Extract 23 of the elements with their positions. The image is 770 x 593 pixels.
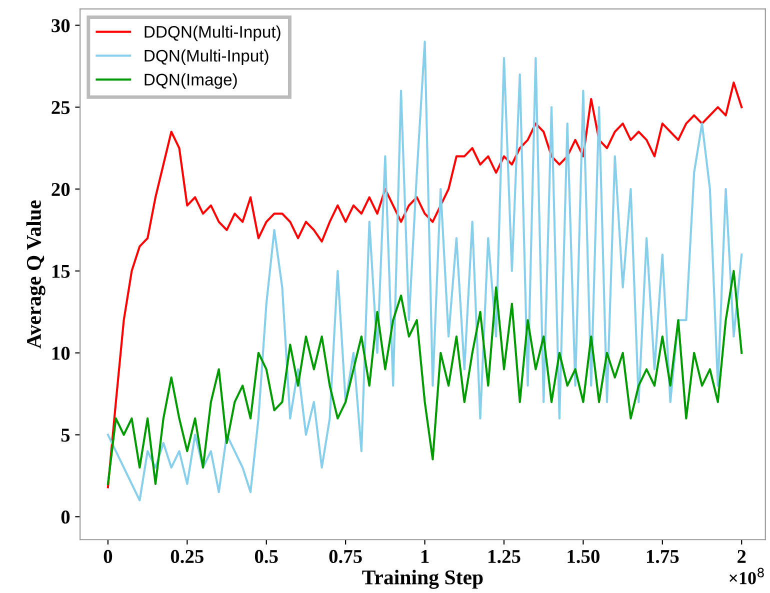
y-tick-label: 30 (52, 19, 70, 32)
text: ×10$^{8}$ (730, 568, 764, 584)
legend-label: DQN(Image) (144, 73, 237, 89)
legend-label: DDQN(Multi-Input) (144, 26, 280, 42)
x-tick-label: 0 (104, 550, 112, 564)
x-tick-label: 1 (421, 550, 429, 563)
y-tick-label: 5 (61, 428, 70, 442)
x-tick-label: 0.75 (329, 550, 362, 564)
y-tick-label: 0 (61, 510, 70, 524)
y-tick-label: 15 (52, 264, 70, 278)
x-tick-label: 1.75 (646, 550, 679, 564)
x-tick-label: 0.25 (170, 550, 204, 564)
line-series (106, 270, 743, 485)
x-tick-label: 1.25 (488, 550, 520, 564)
legend-label: DQN(Multi-Input) (144, 49, 268, 65)
x-axis-title: Training Step (362, 570, 483, 589)
x-tick-label: 2 (738, 550, 746, 563)
y-axis-title: Average Q Value (26, 200, 46, 349)
x-tick-label: 0.5 (254, 550, 278, 564)
y-tick-label: 25 (52, 101, 70, 114)
y-tick-label: 10 (52, 346, 70, 360)
y-tick-label: 20 (52, 182, 70, 196)
x-tick-label: 1.50 (568, 550, 600, 564)
